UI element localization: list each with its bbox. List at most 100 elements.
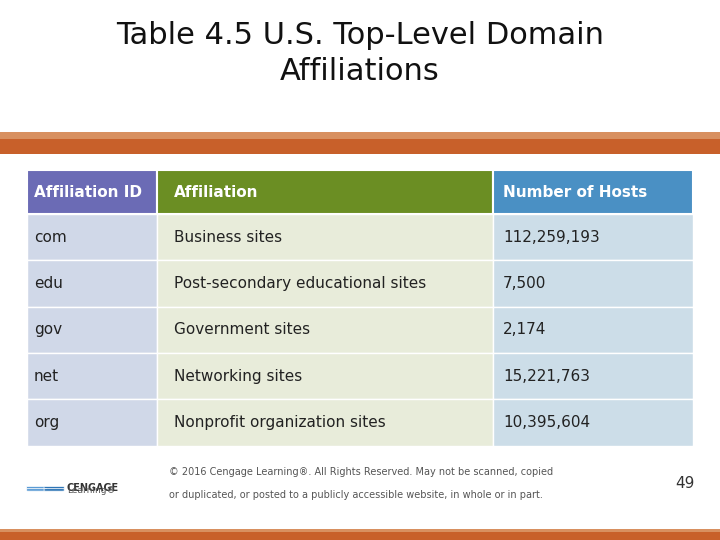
Bar	[0, 151, 720, 153]
Text: or duplicated, or posted to a publicly accessible website, in whole or in part.: or duplicated, or posted to a publicly a…	[169, 490, 543, 500]
Text: com: com	[34, 230, 66, 245]
Bar	[0, 152, 720, 153]
Bar	[0, 152, 720, 154]
Bar	[0, 150, 720, 152]
Bar	[157, 307, 493, 353]
Bar	[0, 151, 720, 153]
Bar	[0, 152, 720, 153]
Bar	[157, 214, 493, 260]
FancyBboxPatch shape	[44, 487, 64, 489]
Bar	[27, 260, 157, 307]
Bar	[0, 152, 720, 154]
Bar	[0, 151, 720, 153]
Bar	[0, 151, 720, 153]
Bar	[0, 152, 720, 153]
Bar	[0, 152, 720, 153]
Text: Number of Hosts: Number of Hosts	[503, 185, 647, 200]
Text: 7,500: 7,500	[503, 276, 546, 291]
Bar	[0, 152, 720, 154]
Bar	[0, 151, 720, 153]
Bar	[0, 150, 720, 152]
Bar	[0, 151, 720, 153]
Bar	[493, 170, 693, 214]
Bar	[0, 152, 720, 153]
Bar	[0, 151, 720, 152]
Bar	[0, 151, 720, 153]
Text: Nonprofit organization sites: Nonprofit organization sites	[174, 415, 386, 430]
Bar	[0, 529, 720, 532]
Bar	[157, 170, 493, 214]
Text: CENGAGE: CENGAGE	[67, 483, 119, 494]
Bar	[0, 151, 720, 153]
Text: © 2016 Cengage Learning®. All Rights Reserved. May not be scanned, copied: © 2016 Cengage Learning®. All Rights Res…	[169, 467, 554, 477]
Bar	[0, 151, 720, 153]
Text: Post-secondary educational sites: Post-secondary educational sites	[174, 276, 426, 291]
Text: Learning®: Learning®	[67, 486, 115, 495]
Bar	[27, 170, 157, 214]
Bar	[0, 152, 720, 154]
Bar	[0, 151, 720, 153]
Bar	[0, 150, 720, 152]
Text: Government sites: Government sites	[174, 322, 310, 338]
Bar	[27, 353, 157, 399]
Bar	[0, 151, 720, 153]
Bar	[0, 152, 720, 154]
Bar	[27, 399, 157, 446]
Bar	[0, 152, 720, 153]
Bar	[0, 150, 720, 152]
Bar	[0, 151, 720, 153]
Bar	[0, 138, 720, 154]
FancyBboxPatch shape	[27, 489, 47, 491]
Bar	[0, 151, 720, 152]
Bar	[0, 151, 720, 152]
Bar	[0, 151, 720, 153]
Bar	[0, 152, 720, 153]
Bar	[0, 151, 720, 152]
Bar	[0, 151, 720, 153]
Text: 112,259,193: 112,259,193	[503, 230, 600, 245]
Bar	[0, 532, 720, 540]
Bar	[0, 151, 720, 152]
Bar	[0, 151, 720, 153]
Bar	[0, 152, 720, 154]
Bar	[0, 150, 720, 152]
Text: Affiliation ID: Affiliation ID	[34, 185, 142, 200]
Bar	[0, 151, 720, 153]
Bar	[0, 150, 720, 152]
Bar	[0, 151, 720, 153]
Bar	[0, 151, 720, 153]
Text: 49: 49	[675, 476, 695, 491]
Bar	[0, 150, 720, 152]
Bar	[0, 150, 720, 152]
Bar	[0, 151, 720, 153]
Text: edu: edu	[34, 276, 63, 291]
Text: Affiliation: Affiliation	[174, 185, 258, 200]
Bar	[0, 151, 720, 152]
Bar	[157, 260, 493, 307]
Bar	[493, 260, 693, 307]
Bar	[0, 150, 720, 152]
Bar	[0, 151, 720, 153]
Bar	[493, 307, 693, 353]
Text: 10,395,604: 10,395,604	[503, 415, 590, 430]
Bar	[0, 151, 720, 152]
Bar	[0, 152, 720, 154]
Bar	[0, 152, 720, 154]
Bar	[0, 151, 720, 153]
Text: Business sites: Business sites	[174, 230, 282, 245]
Bar	[0, 151, 720, 153]
Bar	[0, 151, 720, 153]
Bar	[0, 151, 720, 153]
Bar	[0, 151, 720, 153]
Bar	[27, 307, 157, 353]
Text: Table 4.5 U.S. Top-Level Domain
Affiliations: Table 4.5 U.S. Top-Level Domain Affiliat…	[116, 22, 604, 86]
Bar	[0, 151, 720, 153]
Bar	[0, 152, 720, 154]
Bar	[0, 152, 720, 154]
Bar	[493, 214, 693, 260]
Text: org: org	[34, 415, 59, 430]
Bar	[0, 151, 720, 153]
Bar	[0, 151, 720, 153]
Bar	[0, 151, 720, 153]
Bar	[0, 152, 720, 153]
